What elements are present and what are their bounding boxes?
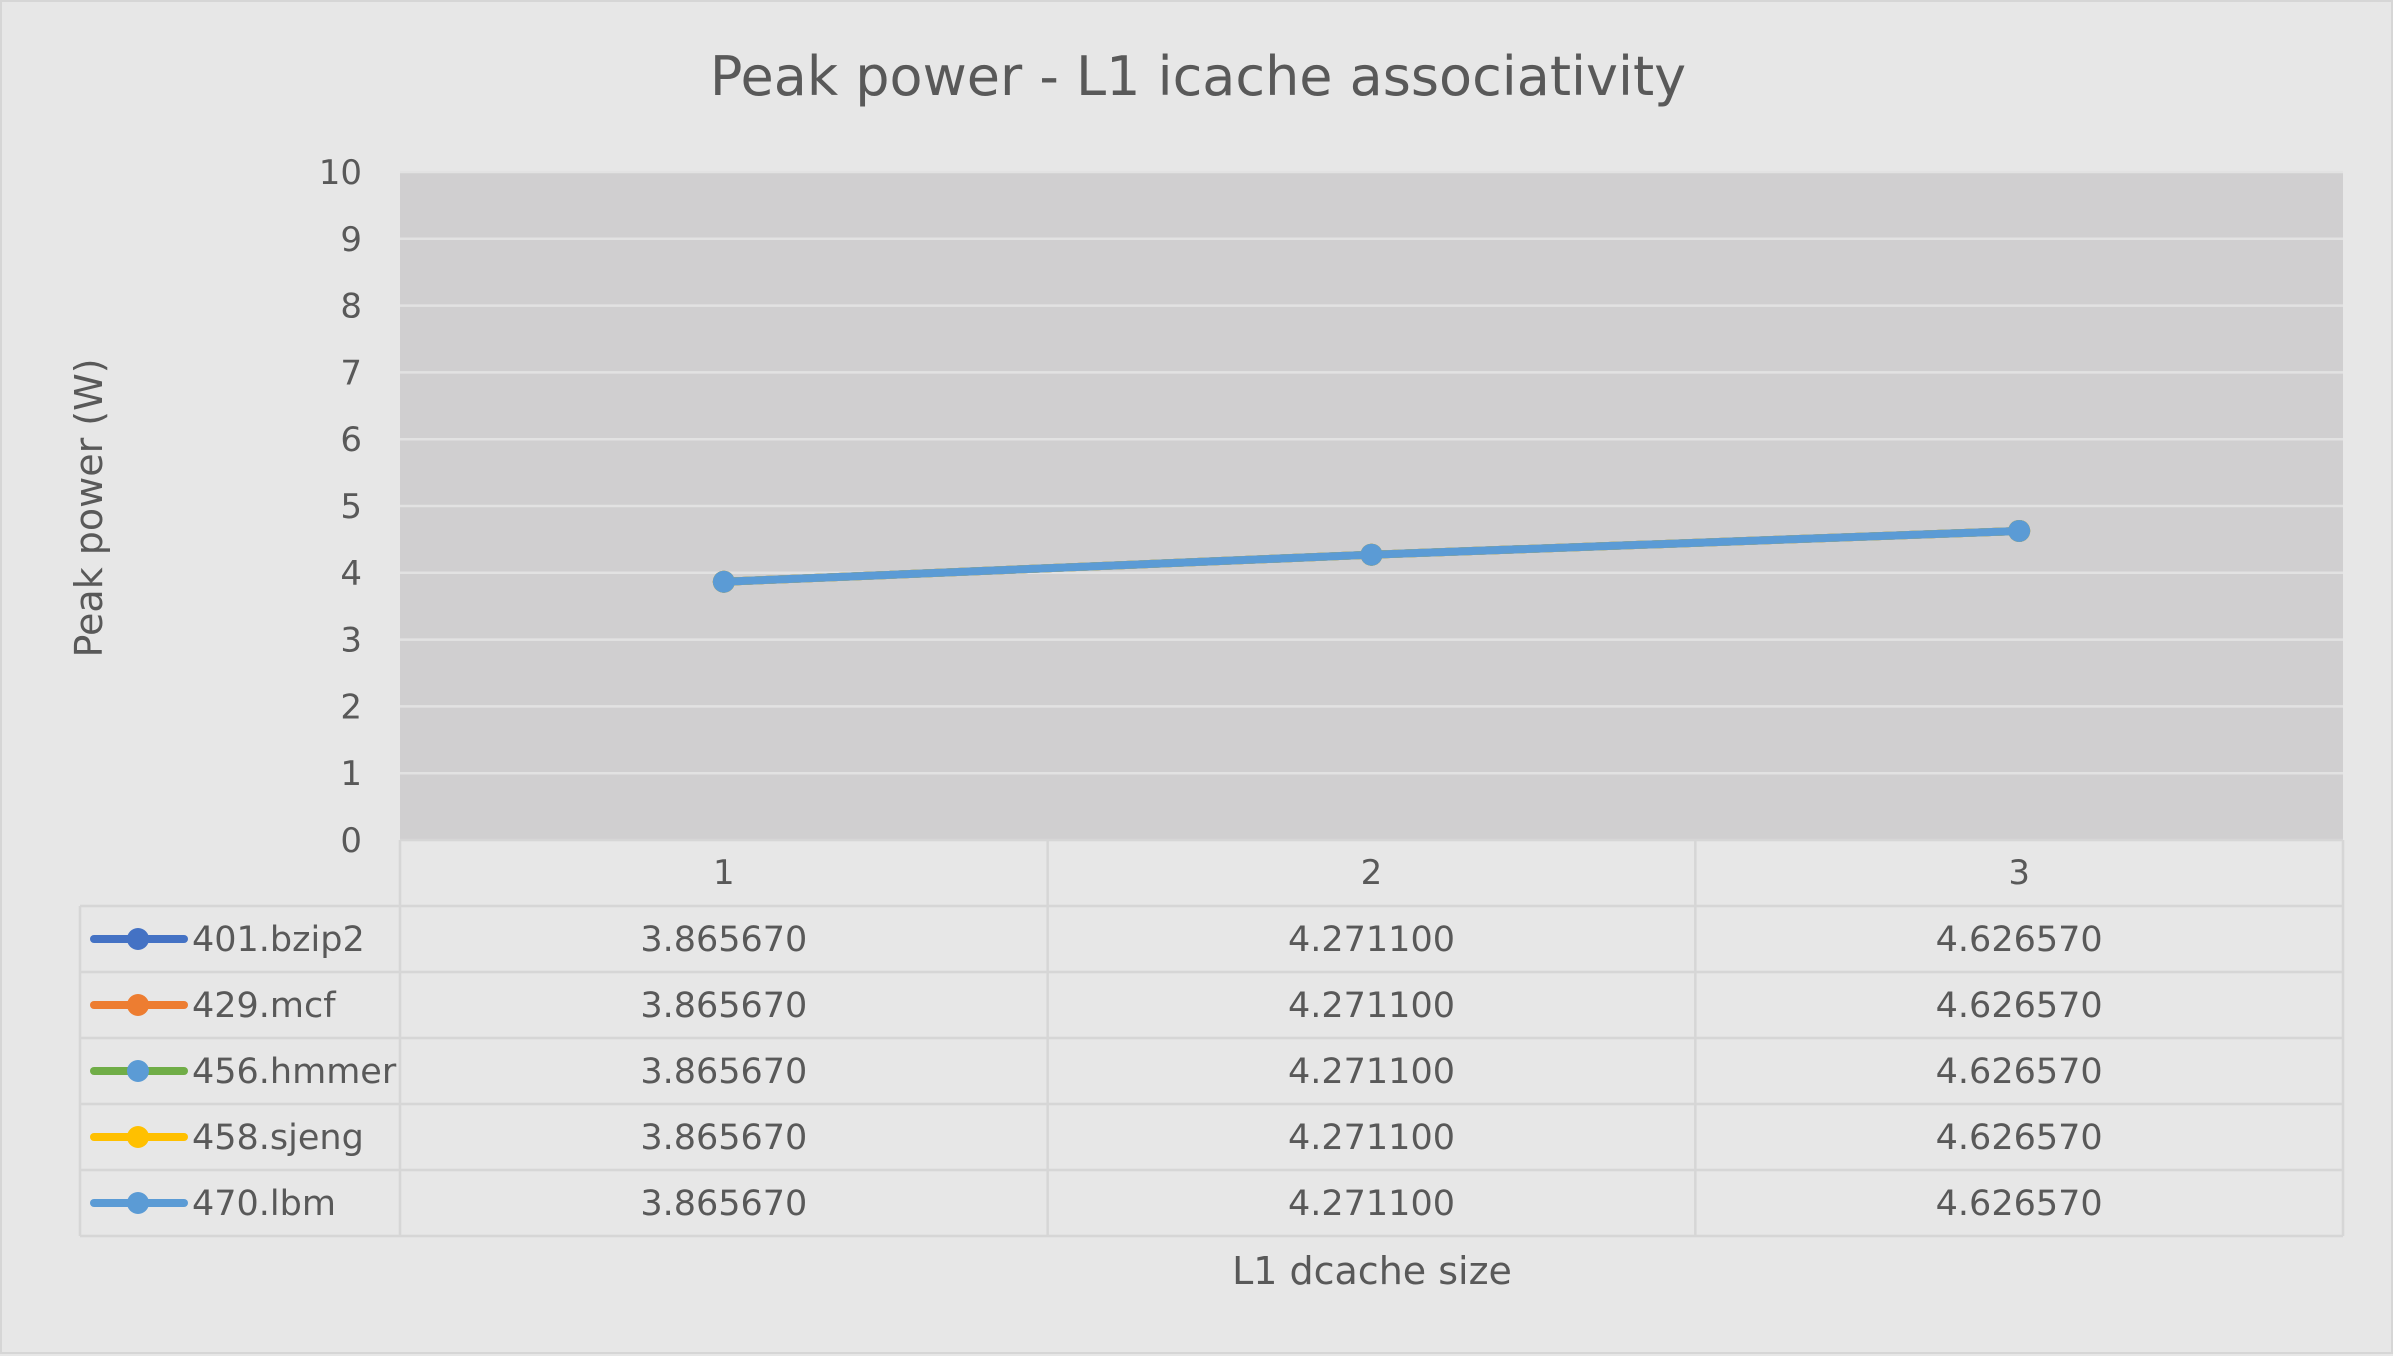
y-tick-label: 2 xyxy=(340,687,362,727)
table-value-cell: 3.865670 xyxy=(640,986,807,1026)
table-value-cell: 4.271100 xyxy=(1288,1184,1455,1224)
y-tick-label: 10 xyxy=(319,153,362,193)
table-value-cell: 4.271100 xyxy=(1288,1052,1455,1092)
table-value-cell: 4.271100 xyxy=(1288,1118,1455,1158)
table-value-cell: 4.626570 xyxy=(1936,1184,2103,1224)
table-value-cell: 3.865670 xyxy=(640,1184,807,1224)
legend-series-name: 458.sjeng xyxy=(192,1118,364,1158)
y-tick-label: 8 xyxy=(340,287,362,327)
y-tick-label: 0 xyxy=(340,821,362,861)
x-axis-title: L1 dcache size xyxy=(1232,1249,1512,1293)
table-value-cell: 4.626570 xyxy=(1936,920,2103,960)
legend-series-name: 456.hmmer xyxy=(192,1052,397,1092)
legend-key-marker xyxy=(127,994,149,1016)
legend-key-marker xyxy=(127,1126,149,1148)
chart-title: Peak power - L1 icache associativity xyxy=(710,45,1686,108)
table-value-cell: 4.626570 xyxy=(1936,1118,2103,1158)
data-point xyxy=(2008,519,2031,542)
legend-key-marker xyxy=(127,928,149,950)
legend-key-marker xyxy=(127,1192,149,1214)
table-value-cell: 3.865670 xyxy=(640,920,807,960)
y-tick-label: 7 xyxy=(340,353,362,393)
y-tick-label: 5 xyxy=(340,487,362,527)
x-tick-label: 2 xyxy=(1361,853,1383,893)
x-tick-label: 1 xyxy=(713,853,735,893)
legend-key-marker xyxy=(127,1060,149,1082)
data-point xyxy=(1360,543,1383,566)
x-tick-label: 3 xyxy=(2008,853,2030,893)
table-value-cell: 3.865670 xyxy=(640,1118,807,1158)
y-tick-label: 6 xyxy=(340,420,362,460)
table-value-cell: 4.626570 xyxy=(1936,1052,2103,1092)
legend-series-name: 429.mcf xyxy=(192,986,336,1026)
y-tick-label: 4 xyxy=(340,554,362,594)
legend-series-name: 470.lbm xyxy=(192,1184,336,1224)
y-tick-label: 1 xyxy=(340,754,362,794)
table-value-cell: 4.271100 xyxy=(1288,986,1455,1026)
y-tick-label: 9 xyxy=(340,220,362,260)
table-value-cell: 3.865670 xyxy=(640,1052,807,1092)
y-axis-title: Peak power (W) xyxy=(67,358,111,657)
data-point xyxy=(712,570,735,593)
table-value-cell: 4.626570 xyxy=(1936,986,2103,1026)
legend-series-name: 401.bzip2 xyxy=(192,920,365,960)
y-tick-label: 3 xyxy=(340,621,362,661)
table-value-cell: 4.271100 xyxy=(1288,920,1455,960)
